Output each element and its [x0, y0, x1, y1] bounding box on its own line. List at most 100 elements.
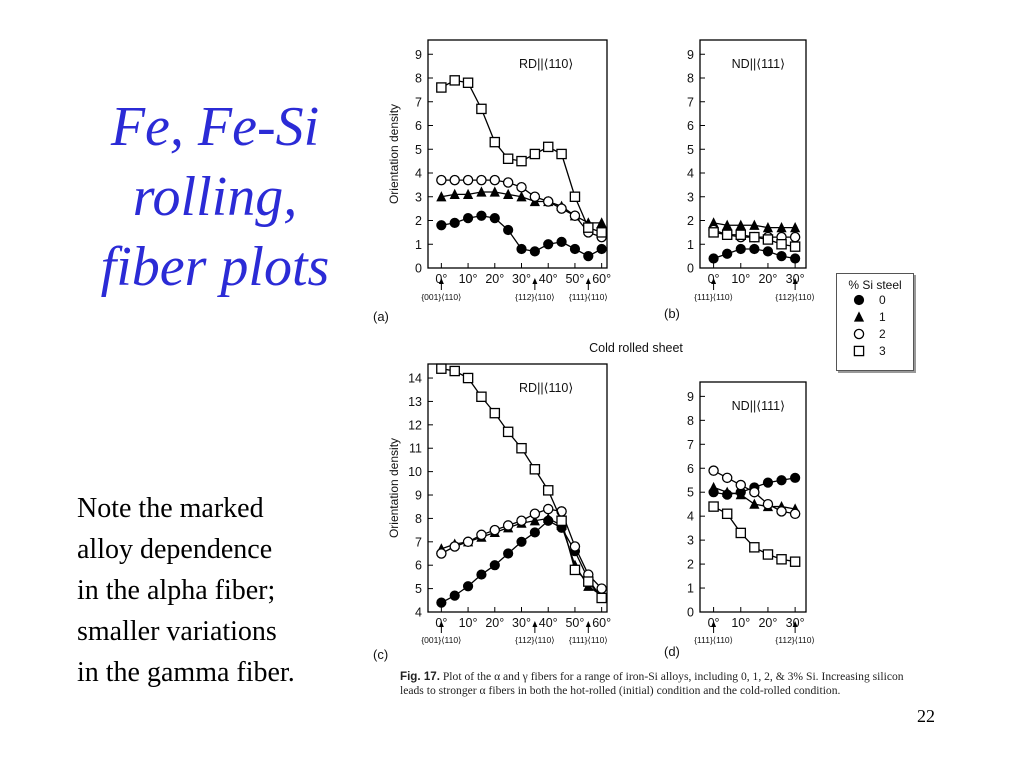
- annotation-arrowhead: [585, 621, 591, 627]
- data-point-0: [436, 220, 447, 231]
- data-point-2: [556, 203, 567, 214]
- annotation-label: {112}⟨110⟩: [515, 635, 554, 645]
- data-point-1: [529, 515, 540, 526]
- annotation-arrowhead: [532, 278, 538, 284]
- data-point-0: [776, 251, 787, 262]
- data-point-2: [542, 503, 554, 515]
- data-point-3: [596, 592, 607, 604]
- y-tick-label: 8: [687, 414, 694, 428]
- y-tick-label: 5: [687, 143, 694, 157]
- data-point-1: [476, 186, 487, 197]
- data-point-3: [462, 77, 474, 89]
- data-point-3: [735, 527, 747, 539]
- data-point-2: [449, 541, 460, 552]
- note-line: Note the marked: [77, 493, 264, 524]
- page-number: 22: [917, 706, 935, 726]
- data-point-3: [749, 542, 760, 553]
- data-point-2: [462, 536, 474, 548]
- y-tick-label: 8: [687, 72, 694, 86]
- data-point-3: [583, 222, 594, 233]
- data-point-0: [543, 239, 554, 250]
- note-line: in the alpha fiber;: [77, 575, 276, 606]
- data-point-2: [735, 479, 747, 491]
- data-point-0: [476, 210, 487, 221]
- data-point-3: [542, 485, 554, 496]
- annotation-label: {001}⟨110⟩: [421, 292, 461, 302]
- data-point-2: [436, 174, 447, 186]
- data-point-0: [449, 217, 460, 228]
- panel-label: (b): [664, 306, 680, 321]
- data-point-1: [735, 489, 746, 500]
- chart-panel-b: 01234567890°10°20°30°{111}⟨110⟩{112}⟨110…: [664, 39, 815, 321]
- y-tick-label: 9: [687, 390, 694, 404]
- data-point-1: [749, 219, 760, 230]
- y-tick-label: 8: [415, 512, 422, 526]
- data-point-3: [436, 82, 447, 93]
- y-tick-label: 5: [687, 486, 694, 500]
- legend-marker: [853, 294, 865, 306]
- data-point-2: [489, 174, 501, 186]
- y-tick-label: 1: [687, 238, 694, 252]
- panel-title: ND||⟨111⟩: [732, 57, 785, 71]
- plot-frame: [427, 39, 608, 269]
- data-point-3: [462, 372, 474, 384]
- annotation-arrowhead: [711, 621, 717, 627]
- data-point-3: [476, 391, 487, 403]
- data-point-0: [708, 253, 719, 264]
- data-point-3: [489, 407, 501, 419]
- y-tick-label: 4: [415, 606, 422, 620]
- data-point-3: [596, 227, 607, 238]
- y-tick-label: 4: [687, 167, 694, 181]
- chart-panel-d: 01234567890°10°20°30°{111}⟨110⟩{112}⟨110…: [664, 381, 815, 659]
- data-point-2: [529, 508, 541, 519]
- data-point-3: [529, 464, 541, 475]
- y-tick-label: 2: [415, 214, 422, 228]
- x-tick-label: 30°: [512, 272, 531, 286]
- data-point-1: [708, 217, 719, 228]
- annotation-label: {112}⟨110⟩: [775, 635, 814, 645]
- data-point-0: [722, 248, 733, 259]
- y-tick-label: 4: [687, 510, 694, 524]
- data-point-3: [489, 136, 501, 148]
- data-point-0: [516, 243, 527, 255]
- y-tick-label: 10: [408, 465, 422, 479]
- x-tick-label: 20°: [485, 616, 504, 630]
- data-point-1: [516, 191, 527, 202]
- y-tick-label: 8: [415, 72, 422, 86]
- data-point-3: [721, 229, 733, 240]
- y-tick-label: 9: [415, 48, 422, 62]
- plot-frame: [427, 363, 608, 613]
- data-point-3: [762, 549, 774, 560]
- annotation-arrowhead: [792, 621, 798, 627]
- y-tick-label: 14: [408, 372, 422, 386]
- data-point-0: [462, 213, 474, 224]
- y-tick-label: 6: [415, 559, 422, 573]
- x-tick-label: 40°: [539, 616, 558, 630]
- legend-label: 0: [879, 293, 886, 307]
- data-point-1: [489, 186, 500, 197]
- data-point-0: [556, 236, 567, 247]
- legend-marker: [853, 311, 865, 322]
- legend-label: 2: [879, 327, 886, 341]
- y-tick-label: 9: [415, 489, 422, 503]
- x-tick-label: 60°: [592, 616, 611, 630]
- data-point-3: [583, 576, 594, 587]
- data-point-2: [462, 174, 474, 186]
- y-tick-label: 9: [687, 48, 694, 62]
- data-point-1: [762, 222, 774, 233]
- data-point-0: [569, 243, 581, 255]
- data-point-3: [721, 508, 733, 520]
- annotation-label: {112}⟨110⟩: [775, 292, 814, 302]
- data-point-2: [776, 506, 787, 517]
- data-point-0: [503, 224, 514, 236]
- data-point-1: [722, 486, 733, 497]
- data-point-2: [789, 231, 801, 243]
- annotation-arrowhead: [792, 278, 798, 284]
- y-tick-label: 7: [415, 95, 422, 109]
- annotation-label: {111}⟨110⟩: [694, 635, 733, 645]
- data-point-2: [516, 181, 527, 193]
- panel-title: ND||⟨111⟩: [732, 399, 785, 413]
- y-tick-label: 5: [415, 582, 422, 596]
- x-tick-label: 10°: [459, 616, 478, 630]
